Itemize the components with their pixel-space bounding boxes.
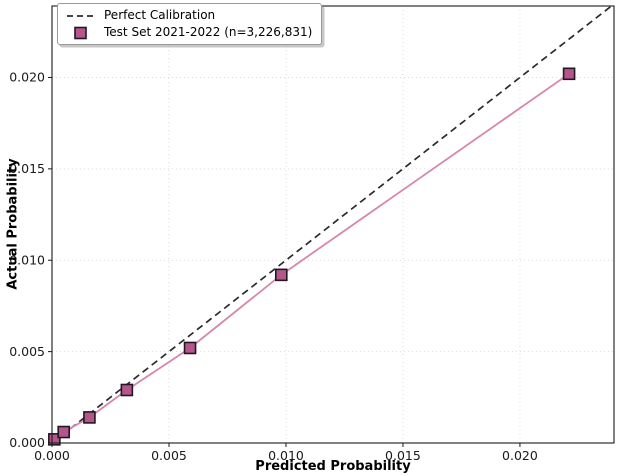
x-tick-label: 0.005	[151, 448, 187, 463]
perfect-calibration-line	[51, 5, 612, 444]
legend-item-perfect-calibration: Perfect Calibration	[66, 8, 312, 23]
y-tick-label: 0.015	[9, 161, 45, 176]
legend-marker-sample-rect	[74, 26, 87, 39]
legend-label-test-set: Test Set 2021-2022 (n=3,226,831)	[104, 25, 313, 39]
data-point-marker	[120, 383, 134, 397]
x-axis-title: Predicted Probability	[255, 459, 411, 474]
square-marker-icon	[74, 26, 87, 39]
y-tick-label: 0.005	[9, 344, 45, 359]
data-point-marker	[183, 341, 197, 355]
data-point-marker	[83, 411, 96, 424]
y-tick-label: 0.000	[9, 435, 45, 450]
x-tick-label: 0.015	[385, 448, 421, 463]
legend-item-test-set: Test Set 2021-2022 (n=3,226,831)	[66, 25, 312, 40]
y-tick-label: 0.010	[9, 252, 45, 267]
legend: Perfect Calibration Test Set 2021-2022 (…	[57, 3, 323, 45]
data-point-marker	[562, 67, 576, 81]
x-tick-label: 0.010	[268, 448, 304, 463]
data-point-marker	[48, 433, 61, 446]
y-tick-label: 0.020	[9, 70, 45, 85]
data-point-marker	[274, 268, 288, 282]
dashed-line-icon	[67, 14, 95, 17]
legend-label-perfect-calibration: Perfect Calibration	[104, 8, 216, 22]
plot-border	[51, 5, 615, 444]
x-tick-label: 0.020	[502, 448, 538, 463]
y-axis-title: Actual Probability	[5, 158, 21, 290]
data-point-marker	[57, 425, 70, 439]
x-tick-label: 0.000	[34, 448, 70, 463]
